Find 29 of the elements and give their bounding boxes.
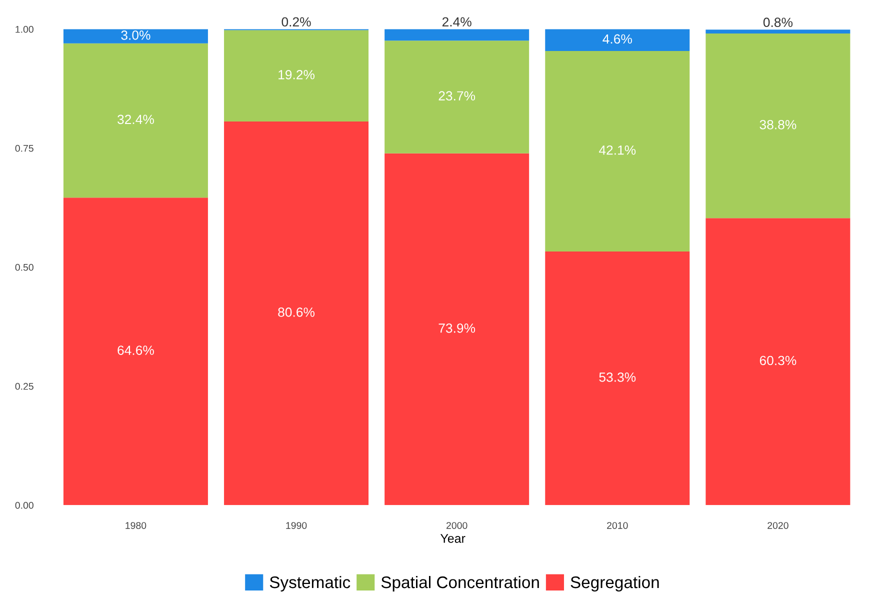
y-tick-label: 0.50: [15, 264, 34, 271]
data-label: 0.8%: [763, 18, 793, 28]
x-tick-label: 2000: [446, 522, 468, 529]
data-label: 64.6%: [118, 346, 154, 355]
data-label: 0.2%: [282, 17, 311, 27]
x-tick-label: 1980: [126, 522, 146, 529]
x-tick-label: 1990: [286, 522, 307, 529]
y-tick-label: 1.00: [16, 26, 34, 33]
data-label: 23.7%: [438, 91, 476, 101]
legend-label: Systematic: [270, 576, 350, 592]
data-label: 60.3%: [760, 356, 796, 366]
x-tick-label: 2010: [607, 522, 628, 529]
x-axis-title: Year: [440, 534, 466, 543]
y-tick-label: 0.25: [15, 382, 34, 390]
data-label: 53.3%: [599, 372, 636, 382]
data-label: 2.4%: [442, 17, 472, 26]
y-tick-label: 0.75: [15, 144, 34, 152]
data-label: 42.1%: [598, 145, 636, 155]
data-label: 19.2%: [278, 70, 315, 80]
data-label: 3.0%: [121, 30, 150, 40]
x-tick-label: 2020: [768, 522, 788, 529]
legend-label: Spatial Concentration: [381, 576, 539, 592]
legend-label: Segregation: [570, 576, 659, 592]
data-label: 4.6%: [602, 34, 632, 44]
data-label: 80.6%: [278, 308, 315, 317]
data-label: 32.4%: [118, 114, 154, 124]
data-label: 38.8%: [760, 120, 796, 130]
y-tick-label: 0.00: [15, 502, 34, 509]
data-label: 73.9%: [438, 323, 476, 333]
